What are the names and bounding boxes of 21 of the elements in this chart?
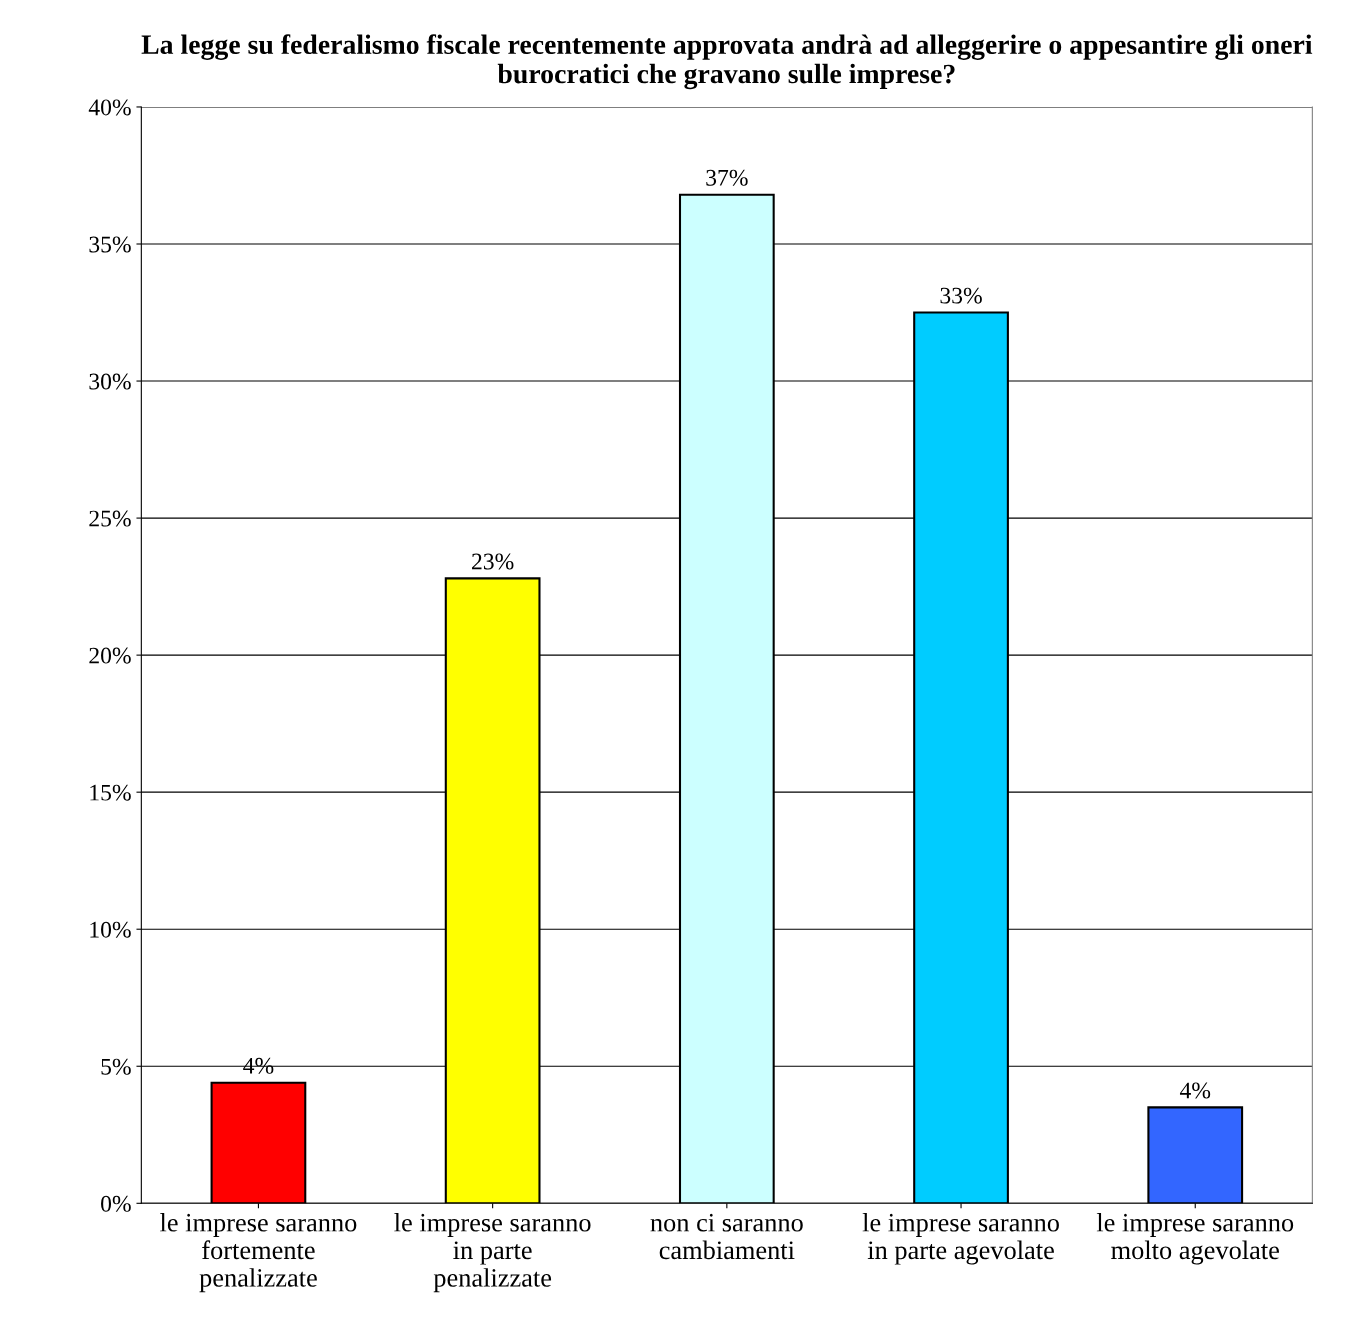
bar — [1147, 1106, 1244, 1204]
y-tick-label: 5% — [101, 1058, 131, 1075]
y-tick-label: 35% — [89, 236, 131, 253]
data-label: 23% — [472, 553, 514, 570]
chart-title: La legge su federalismo fiscale recentemente approvata andrà ad alleggerire o appesantire gli oneri burocratici che gravano sulle imprese? — [141, 34, 1313, 90]
y-tick-label: 20% — [89, 647, 131, 664]
data-label: 37% — [706, 169, 748, 186]
data-label: 4% — [1179, 1082, 1211, 1099]
y-tick-label: 10% — [90, 921, 131, 938]
x-tick-label: le imprese saranno fortemente penalizzate — [160, 1213, 357, 1293]
x-tick-label: le imprese saranno in parte agevolate — [862, 1213, 1059, 1265]
x-tick-label: le imprese saranno in parte penalizzate — [394, 1213, 591, 1293]
y-tick-label: 25% — [89, 510, 131, 527]
data-label: 33% — [940, 287, 982, 304]
y-tick-label: 0% — [101, 1195, 131, 1212]
x-tick-label: non ci saranno cambiamenti — [650, 1213, 803, 1260]
x-tick-label: le imprese saranno molto agevolate — [1096, 1213, 1294, 1265]
y-tick-label: 30% — [89, 373, 131, 390]
bar — [210, 1081, 307, 1204]
y-tick-label: 15% — [90, 784, 131, 801]
y-tick-label: 40% — [88, 99, 131, 116]
